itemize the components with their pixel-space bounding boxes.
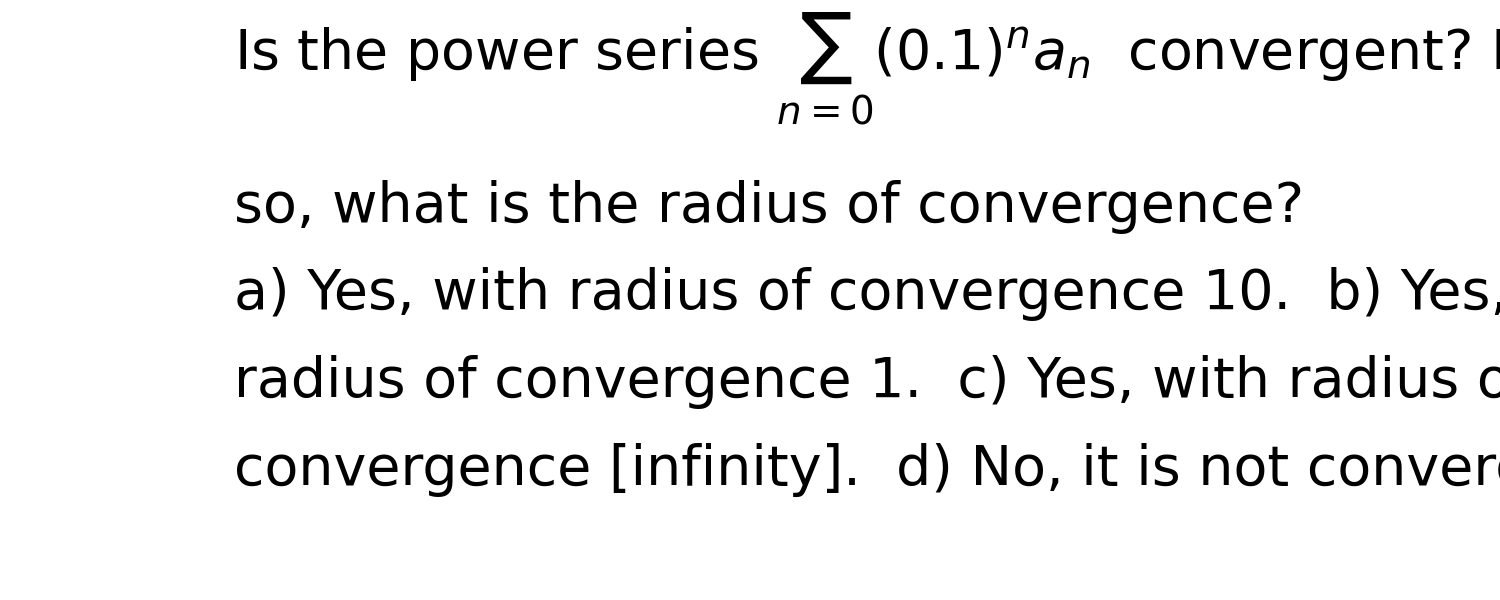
Text: a) Yes, with radius of convergence 10.  b) Yes, with: a) Yes, with radius of convergence 10. b… xyxy=(234,268,1500,322)
Text: convergence [infinity].  d) No, it is not convergent.: convergence [infinity]. d) No, it is not… xyxy=(234,443,1500,497)
Text: so, what is the radius of convergence?: so, what is the radius of convergence? xyxy=(234,180,1304,233)
Text: radius of convergence 1.  c) Yes, with radius of: radius of convergence 1. c) Yes, with ra… xyxy=(234,355,1500,409)
Text: Is the power series $\sum_{n=0}^{\infty}(0.1)^n a_n$  convergent? If: Is the power series $\sum_{n=0}^{\infty}… xyxy=(234,0,1500,127)
